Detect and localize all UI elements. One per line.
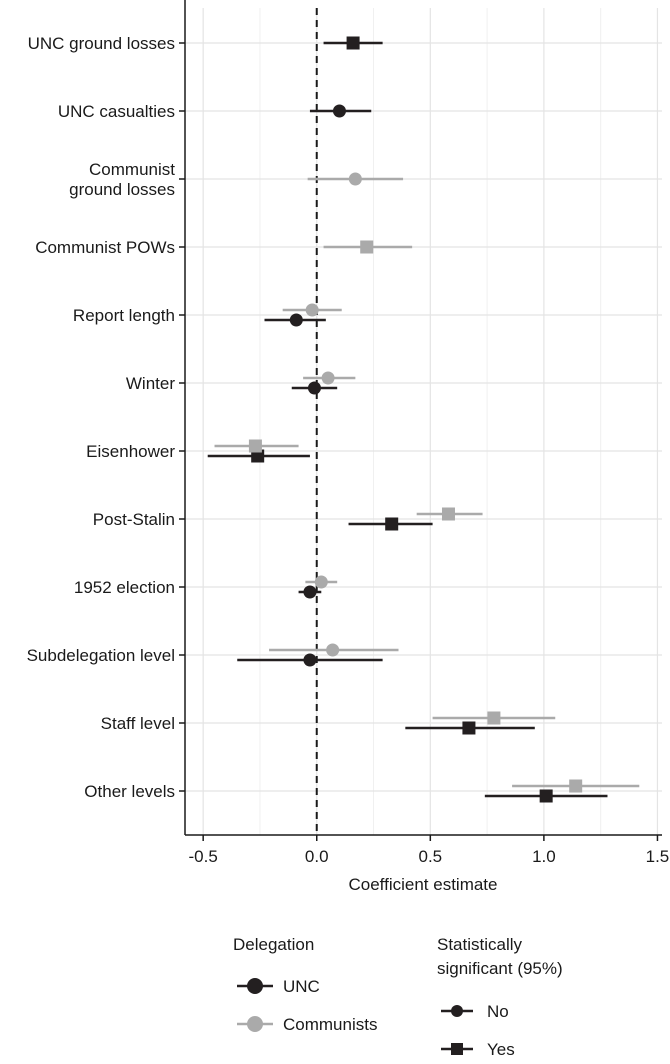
series-1-point-0-marker-circle — [348, 172, 362, 186]
series-0-point-2-marker-circle — [289, 313, 303, 327]
series-1-point-6-marker-circle — [314, 575, 328, 589]
x-axis-title: Coefficient estimate — [349, 875, 498, 894]
legend-significance-swatch-circle — [451, 1005, 463, 1017]
series-1-point-5-marker-square — [441, 507, 455, 521]
series-0-point-6-marker-circle — [303, 585, 317, 599]
legend-delegation-swatch-marker — [247, 1016, 263, 1032]
y-tick-label: Winter — [126, 374, 175, 393]
series-1-point-8-marker-square — [487, 711, 501, 725]
grid-lines — [185, 8, 662, 835]
y-tick-label: Eisenhower — [86, 442, 175, 461]
series-1-point-9-marker-square — [569, 779, 583, 793]
series-0-point-7-marker-circle — [303, 653, 317, 667]
x-tick-label: 0.5 — [418, 847, 442, 866]
x-tick-label: 1.0 — [532, 847, 556, 866]
series-0-point-1-marker-circle — [332, 104, 346, 118]
axes: -0.5 0.0 0.5 1.0 1.5 UNC ground losses UNC cas… — [27, 0, 670, 866]
y-tick-label: UNC casualties — [58, 102, 175, 121]
legend-delegation-label: Communists — [283, 1015, 377, 1034]
data-marks — [207, 36, 640, 803]
legend-delegation-title: Delegation — [233, 935, 314, 954]
series-1-point-2-marker-circle — [305, 303, 319, 317]
x-tick-label: 0.0 — [305, 847, 329, 866]
y-tick-label: Other levels — [84, 782, 175, 801]
series-1-point-7-marker-circle — [326, 643, 340, 657]
y-tick-label: 1952 election — [74, 578, 175, 597]
series-0-point-4-marker-square — [251, 449, 265, 463]
series-0-point-9-marker-square — [539, 789, 553, 803]
legend-significance-label: No — [487, 1002, 509, 1021]
series-1-point-3-marker-circle — [321, 371, 335, 385]
x-tick-label: 1.5 — [646, 847, 670, 866]
legend-significance-swatch-square — [451, 1043, 463, 1055]
y-tick-label: Subdelegation level — [27, 646, 175, 665]
legend-delegation-swatch-marker — [247, 978, 263, 994]
legend: Delegation UNC Communists Statistically sign… — [233, 935, 563, 1059]
y-tick-label: Report length — [73, 306, 175, 325]
y-tick-label: UNC ground losses — [28, 34, 175, 53]
series-1-point-4-marker-square — [248, 439, 262, 453]
legend-significance-label: Yes — [487, 1040, 515, 1059]
series-0-point-8-marker-square — [462, 721, 476, 735]
legend-delegation-label: UNC — [283, 977, 320, 996]
y-tick-label: Communist POWs — [35, 238, 175, 257]
x-tick-label: -0.5 — [189, 847, 218, 866]
y-tick-label: Staff level — [101, 714, 175, 733]
y-tick-label: Post-Stalin — [93, 510, 175, 529]
y-tick-label: Communist ground losses — [69, 160, 175, 199]
series-1-point-1-marker-square — [360, 240, 374, 254]
series-0-point-3-marker-circle — [307, 381, 321, 395]
legend-significance-title: Statistically significant (95%) — [437, 935, 563, 978]
series-0-point-5-marker-square — [385, 517, 399, 531]
series-0-point-0-marker-square — [346, 36, 360, 50]
